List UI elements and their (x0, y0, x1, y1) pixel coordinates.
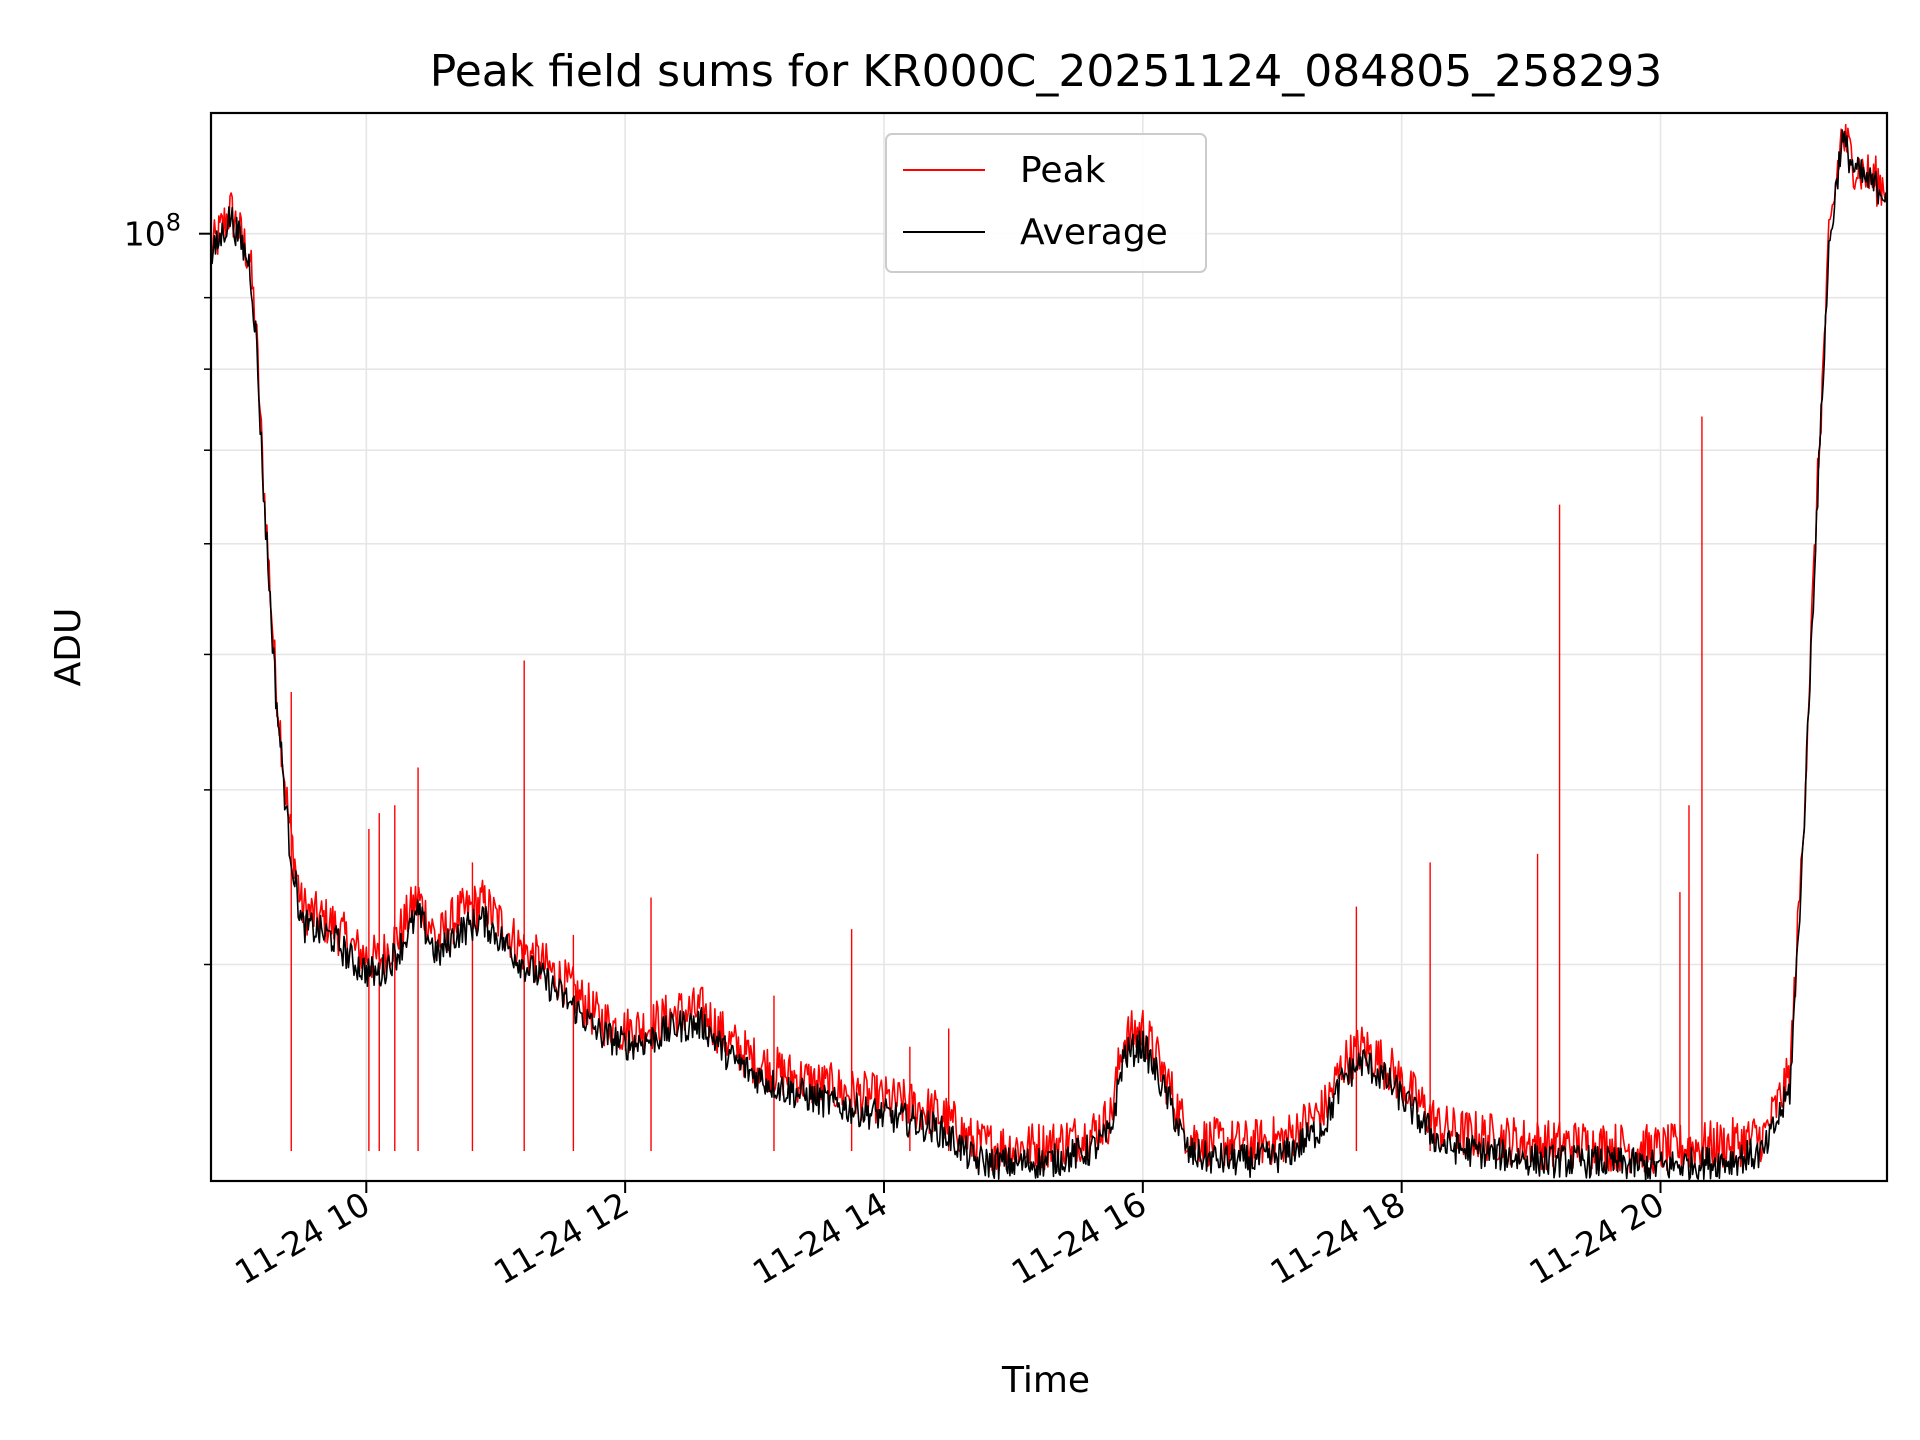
legend-label-average: Average (1020, 212, 1168, 253)
legend: Peak Average (885, 133, 1207, 273)
x-axis-label: Time (1001, 1360, 1090, 1401)
series-line-average (211, 129, 1887, 1181)
legend-box (885, 133, 1207, 273)
y-tick-label: 108 (124, 209, 181, 254)
y-axis: 108 (124, 209, 211, 966)
series-line-peak (211, 123, 1887, 1174)
legend-label-peak: Peak (1020, 150, 1106, 191)
y-axis-label: ADU (48, 608, 89, 687)
plot-frame (209, 111, 1889, 1183)
chart-title: Peak field sums for KR000C_20251124_0848… (430, 46, 1662, 97)
plot-area (211, 123, 1887, 1181)
